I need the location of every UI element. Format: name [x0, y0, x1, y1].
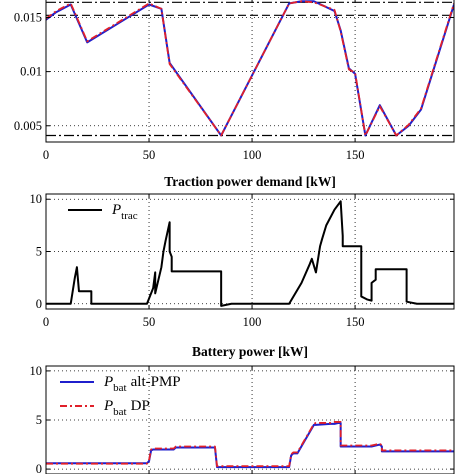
- x-tick-label: 50: [143, 315, 156, 329]
- series-line-0: [46, 0, 454, 137]
- x-tick-label: 150: [346, 315, 365, 329]
- y-tick-label: 0: [36, 462, 42, 474]
- grid: [46, 194, 454, 309]
- y-tick-label: 10: [30, 364, 43, 378]
- legend-label: Pbat alt-PMP: [103, 374, 181, 394]
- legend: Ptrac: [68, 202, 138, 222]
- chart-battery-power: Battery power [kW] 0 5 10 Pbat alt-PMP Pbat DP: [30, 344, 455, 474]
- chart-title: Traction power demand [kW]: [164, 174, 336, 189]
- chart-traction-power: Traction power demand [kW] 0 50 100 150 0 5 10 P…: [30, 174, 455, 329]
- y-tick-label: 5: [36, 245, 42, 259]
- series-line-1: [46, 421, 454, 468]
- y-tick-label: 0.005: [14, 119, 42, 133]
- legend-label: Ptrac: [111, 202, 138, 222]
- x-tick-label: 100: [243, 148, 262, 162]
- y-tick-label: 0.01: [20, 65, 42, 79]
- legend-label: Pbat DP: [103, 398, 150, 418]
- chart-title: Battery power [kW]: [192, 344, 308, 359]
- chart-state-of-charge: 0 50 100 150 0.005 0.01 0.015: [14, 0, 455, 162]
- grid: [46, 0, 454, 142]
- x-tick-label: 150: [346, 148, 365, 162]
- y-tick-label: 5: [36, 413, 42, 427]
- y-tick-label: 0: [36, 297, 42, 311]
- legend: Pbat alt-PMP Pbat DP: [60, 374, 181, 418]
- series-line-0: [46, 200, 454, 307]
- x-tick-label: 0: [43, 148, 49, 162]
- x-tick-label: 100: [243, 315, 262, 329]
- grid: [46, 366, 454, 474]
- x-tick-label: 0: [43, 315, 49, 329]
- series-line-0: [46, 421, 454, 469]
- plot-frame: [45, 0, 455, 143]
- y-tick-label: 0.015: [14, 10, 42, 24]
- series-line-1: [46, 0, 454, 137]
- y-tick-label: 10: [30, 192, 43, 206]
- x-tick-label: 50: [143, 148, 156, 162]
